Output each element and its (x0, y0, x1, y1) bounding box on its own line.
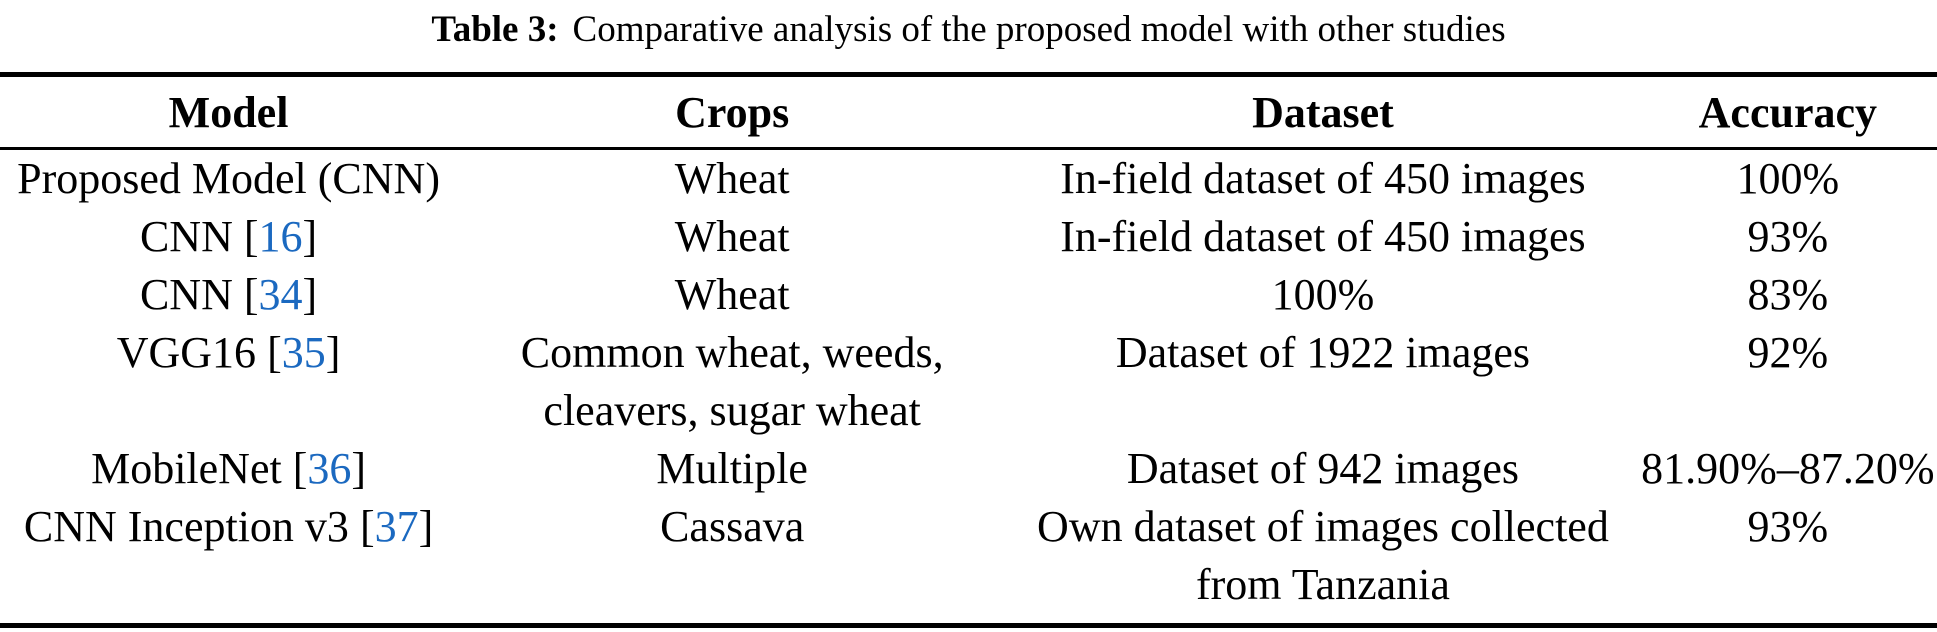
model-name: Proposed Model (CNN) (17, 154, 440, 203)
model-name: MobileNet (91, 444, 282, 493)
column-header-dataset: Dataset (1007, 74, 1639, 150)
citation-link[interactable]: 16 (258, 212, 303, 261)
cell-accuracy: 81.90%–87.20% (1641, 444, 1935, 493)
cell-dataset: Own dataset of images collected from Tan… (1037, 502, 1609, 609)
citation-link[interactable]: 37 (374, 502, 419, 551)
table-body: Proposed Model (CNN) Wheat In-field datase… (0, 149, 1937, 626)
table-row: CNN [34] Wheat 100% 83% (0, 266, 1937, 324)
citation-link[interactable]: 34 (258, 270, 303, 319)
comparison-table: Model Crops Dataset Accuracy Proposed Mo… (0, 72, 1937, 628)
cell-crops: Common wheat, weeds, cleavers, sugar whe… (520, 328, 944, 435)
cell-model: CNN [16] (139, 212, 318, 261)
cell-dataset: In-field dataset of 450 images (1060, 212, 1586, 261)
table-caption: Table 3: Comparative analysis of the prop… (0, 0, 1937, 52)
cell-crops: Wheat (674, 212, 790, 261)
cell-crops: Wheat (674, 154, 790, 203)
model-name: CNN Inception v3 (23, 502, 349, 551)
column-header-model: Model (0, 74, 458, 150)
cell-crops: Cassava (660, 502, 805, 551)
cell-model: VGG16 [35] (116, 328, 341, 377)
model-name: VGG16 (116, 328, 257, 377)
cell-accuracy: 100% (1736, 154, 1840, 203)
table-caption-label: Table 3: (431, 9, 559, 50)
cell-accuracy: 92% (1747, 328, 1829, 377)
cell-accuracy: 93% (1747, 212, 1829, 261)
citation-link[interactable]: 35 (281, 328, 326, 377)
cell-dataset: In-field dataset of 450 images (1060, 154, 1586, 203)
cell-accuracy: 83% (1747, 270, 1829, 319)
cell-model: CNN Inception v3 [37] (23, 502, 434, 551)
table-row: VGG16 [35] Common wheat, weeds, cleavers,… (0, 324, 1937, 440)
cell-dataset: Dataset of 942 images (1126, 444, 1520, 493)
column-header-accuracy: Accuracy (1638, 74, 1937, 150)
cell-model: MobileNet [36] (91, 444, 367, 493)
cell-dataset: 100% (1271, 270, 1375, 319)
model-name: CNN (139, 212, 233, 261)
column-header-crops: Crops (457, 74, 1008, 150)
table-caption-text: Comparative analysis of the proposed mod… (572, 9, 1506, 50)
cell-accuracy: 93% (1747, 502, 1829, 551)
cell-dataset: Dataset of 1922 images (1115, 328, 1531, 377)
cell-crops: Wheat (674, 270, 790, 319)
cell-model: CNN [34] (139, 270, 318, 319)
cell-model: Proposed Model (CNN) (0, 149, 457, 209)
table-row: CNN [16] Wheat In-field dataset of 450 ima… (0, 208, 1937, 266)
table-row: MobileNet [36] Multiple Dataset of 942 ima… (0, 440, 1937, 498)
cell-crops: Multiple (656, 444, 808, 493)
table-row: CNN Inception v3 [37] Cassava Own dataset … (0, 498, 1937, 626)
model-name: CNN (139, 270, 233, 319)
table-row: Proposed Model (CNN) Wheat In-field datase… (0, 149, 1937, 209)
table-header-row: Model Crops Dataset Accuracy (0, 74, 1937, 150)
citation-link[interactable]: 36 (307, 444, 352, 493)
